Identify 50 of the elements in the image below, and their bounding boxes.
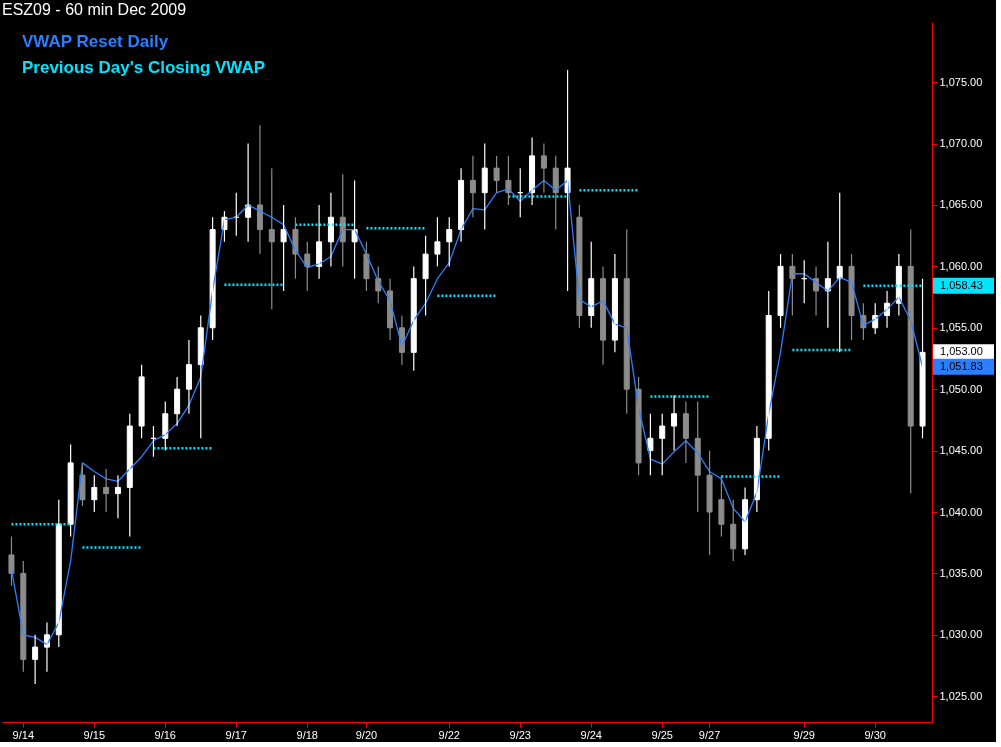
y-tick-label: 1,040.00	[939, 505, 983, 518]
candlestick	[919, 278, 926, 439]
y-tick-label: 1,045.00	[939, 444, 983, 457]
y-tick-label: 1,070.00	[939, 137, 983, 150]
candlestick	[564, 69, 571, 292]
candlestick	[635, 376, 642, 476]
text: VWAP Reset Daily	[22, 32, 169, 51]
chart-title: ESZ09 - 60 min Dec 2009	[2, 1, 187, 18]
y-tick-label: 1,030.00	[939, 628, 983, 641]
candlestick	[434, 216, 441, 267]
x-tick-label: 9/15	[83, 728, 105, 741]
x-tick-label: 9/23	[509, 728, 531, 741]
x-tick-label: 9/27	[698, 728, 721, 741]
y-tick-label: 1,055.00	[939, 321, 983, 334]
x-tick-label: 9/22	[438, 728, 460, 741]
y-tick-label: 1,065.00	[939, 198, 983, 211]
x-tick-label: 9/20	[355, 728, 378, 741]
candlestick	[292, 216, 299, 280]
x-tick-label: 9/25	[651, 728, 673, 741]
x-tick-label: 9/14	[12, 728, 35, 741]
candlestick	[138, 364, 145, 439]
candlestick	[718, 474, 725, 538]
candlestick	[67, 443, 74, 538]
y-tick-label: 1,050.00	[939, 382, 983, 395]
x-tick-label: 9/24	[580, 728, 602, 741]
x-tick-label: 9/29	[793, 728, 815, 741]
text: 1,058.43	[940, 278, 983, 291]
y-tick-label: 1,035.00	[939, 566, 983, 579]
y-tick-label: 1,075.00	[939, 75, 983, 88]
candlestick	[363, 241, 370, 292]
y-tick-label: 1,060.00	[939, 259, 983, 272]
candlestick	[777, 253, 784, 329]
candlestick	[706, 450, 713, 556]
line-series	[10, 179, 924, 646]
x-tick-label: 9/18	[296, 728, 318, 741]
candlestick	[280, 204, 287, 292]
text: Previous Day's Closing VWAP	[22, 58, 266, 77]
text: 1,051.83	[940, 359, 983, 372]
candlestick	[209, 216, 216, 341]
candlestick	[848, 253, 855, 341]
candlestick	[493, 155, 500, 194]
x-tick-label: 9/17	[225, 728, 247, 741]
x-tick-label: 9/30	[864, 728, 886, 741]
candlestick	[789, 253, 796, 317]
x-tick-label: 9/16	[154, 728, 176, 741]
candlestick	[422, 235, 429, 317]
candlestick	[8, 535, 15, 587]
text: 1,053.00	[940, 345, 983, 358]
y-tick-label: 1,025.00	[939, 689, 983, 702]
candlestick	[576, 204, 583, 329]
